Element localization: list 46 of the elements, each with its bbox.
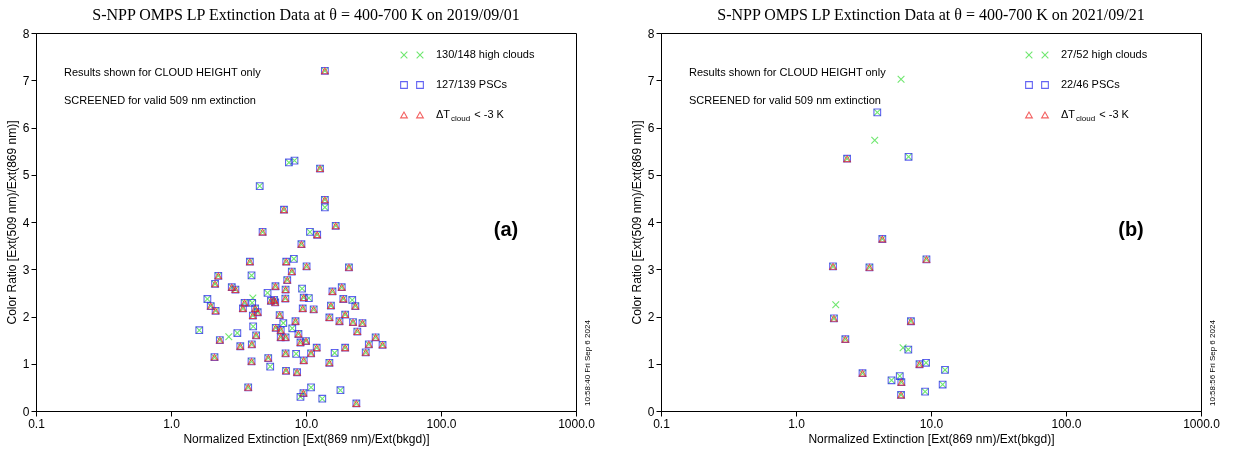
y-tick-label: 7 — [647, 73, 655, 88]
text: 10:58:56 Fri Sep 6 2024 — [1208, 319, 1217, 406]
y-tick-label: 6 — [22, 121, 30, 135]
annotation: SCREENED for valid 509 nm extinction — [64, 94, 256, 106]
y-tick-label: 6 — [647, 121, 655, 135]
x-axis-title: Normalized Extinction [Ext(869 nm)/Ext(bkgd)] — [183, 431, 430, 446]
y-tick-label: 5 — [647, 168, 655, 183]
x-tick-label: 0.1 — [653, 416, 671, 431]
annotation: (a) — [493, 217, 519, 240]
x-tick-label: 0.1 — [28, 416, 46, 431]
annotation: SCREENED for valid 509 nm extinction — [689, 94, 881, 106]
legend-label: 22/46 PSCs — [1061, 78, 1121, 90]
chart-title: S-NPP OMPS LP Extinction Data at θ = 400-700 K on 2019/09/01 — [92, 6, 520, 23]
y-tick-label: 0 — [22, 404, 30, 419]
y-axis-title: Color Ratio [Ext(509 nm)/Ext(869 nm)] — [4, 120, 19, 325]
annotation: Results shown for CLOUD HEIGHT only — [689, 66, 887, 78]
x-tick-label: 10.0 — [294, 416, 319, 431]
y-tick-label: 1 — [647, 357, 655, 372]
legend-label: 127/139 PSCs — [436, 78, 508, 90]
y-tick-label: 2 — [647, 310, 655, 324]
legend-label: 130/148 high clouds — [436, 48, 535, 60]
y-tick-label: 4 — [22, 215, 30, 230]
x-tick-label: 100.0 — [1051, 416, 1082, 431]
x-axis-title: Normalized Extinction [Ext(869 nm)/Ext(bkgd)] — [808, 431, 1055, 446]
x-tick-label: 1000.0 — [558, 416, 596, 431]
y-tick-label: 2 — [22, 310, 30, 324]
y-tick-label: 8 — [647, 26, 655, 41]
y-tick-label: 3 — [22, 262, 30, 277]
y-axis-title: Color Ratio [Ext(509 nm)/Ext(869 nm)] — [629, 120, 644, 325]
chart-title: S-NPP OMPS LP Extinction Data at θ = 400-700 K on 2021/09/21 — [717, 6, 1145, 23]
text: 10:58:40 Fri Sep 6 2024 — [583, 319, 592, 406]
y-tick-label: 0 — [647, 404, 655, 419]
y-tick-label: 3 — [647, 262, 655, 277]
annotation: Results shown for CLOUD HEIGHT only — [64, 66, 262, 78]
legend-label: 27/52 high clouds — [1061, 48, 1148, 60]
y-tick-label: 7 — [22, 73, 30, 88]
x-tick-label: 1.0 — [788, 416, 806, 431]
x-tick-label: 1000.0 — [1183, 416, 1221, 431]
y-tick-label: 5 — [22, 168, 30, 183]
annotation: (b) — [1118, 217, 1144, 240]
y-tick-label: 8 — [22, 26, 30, 41]
y-tick-label: 1 — [22, 357, 30, 372]
x-tick-label: 10.0 — [919, 416, 944, 431]
x-tick-label: 100.0 — [426, 416, 457, 431]
y-tick-label: 4 — [647, 215, 655, 230]
x-tick-label: 1.0 — [163, 416, 181, 431]
